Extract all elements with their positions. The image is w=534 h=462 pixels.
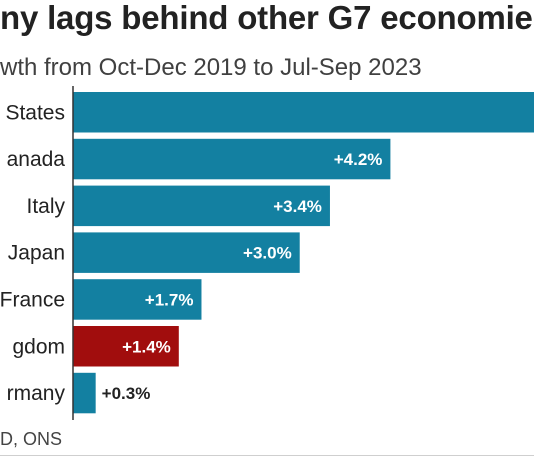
- bar-france: [73, 279, 202, 320]
- chart-title: ny lags behind other G7 economies: [0, 0, 534, 36]
- value-label: +3.4%: [273, 197, 322, 216]
- category-label: gdom: [12, 335, 65, 358]
- category-label: rmany: [7, 382, 66, 405]
- bar-gdom: [73, 326, 179, 367]
- source-note: D, ONS: [0, 429, 63, 449]
- value-label: +1.7%: [145, 290, 194, 309]
- bar-italy: [73, 185, 330, 227]
- category-label: anada: [7, 148, 66, 171]
- category-label: Italy: [26, 195, 65, 218]
- value-label: +0.3%: [102, 384, 151, 403]
- category-label: France: [0, 288, 65, 311]
- bar-rmany: [73, 372, 96, 414]
- bar-anada: [73, 138, 391, 180]
- chart-subtitle: wth from Oct-Dec 2019 to Jul-Sep 2023: [0, 54, 422, 81]
- value-label: +3.0%: [243, 244, 292, 263]
- value-label: +4.2%: [334, 150, 383, 169]
- value-label: +1.4%: [122, 337, 171, 356]
- bar-chart: States anada +4.2% Italy +3.4% Japan +3.0% Fran…: [0, 86, 534, 420]
- category-label: Japan: [8, 242, 65, 265]
- footer-divider: [0, 455, 534, 456]
- bar-japan: [73, 232, 300, 273]
- category-label: States: [5, 101, 65, 124]
- bar-states: [73, 92, 534, 133]
